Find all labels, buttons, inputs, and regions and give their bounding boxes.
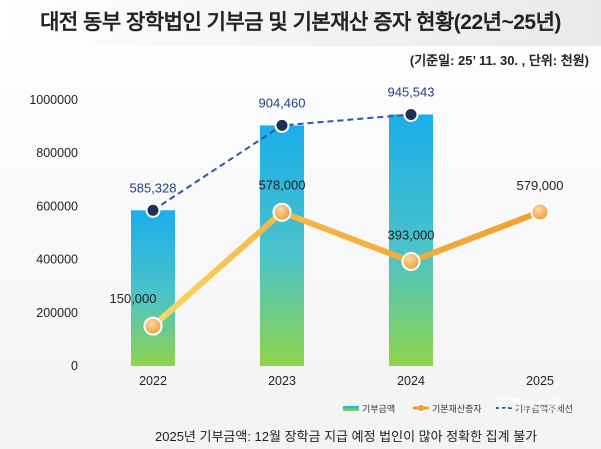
line-layer: [143, 106, 550, 336]
base-capital-point: [272, 202, 292, 222]
x-tick-label: 2023: [268, 374, 296, 388]
donation-bar: [389, 114, 433, 366]
donation-data-label: 904,460: [259, 95, 306, 110]
donation-data-label: 945,543: [388, 84, 435, 99]
watermark-text: 경기뉴스원: [496, 396, 560, 412]
legend: 기부금액 기본재산증자 기부금액추세선: [343, 403, 573, 414]
donation-trend-point: [274, 117, 290, 133]
base-capital-data-label: 150,000: [110, 291, 157, 306]
footnote: 2025년 기부금액: 12월 장학금 지급 예정 법인이 많아 정확한 집계 …: [155, 429, 538, 444]
donation-data-label: 585,328: [130, 180, 177, 195]
axis-layer: 0 200000 400000 600000 800000 1000000 2022 2023…: [29, 93, 554, 388]
y-tick-label: 800000: [36, 146, 78, 160]
donation-trend-point: [403, 106, 419, 122]
title-bar: [0, 0, 601, 46]
label-layer: 585,328 904,460 945,543 150,000 578,000 393,0…: [110, 84, 564, 306]
base-capital-data-label: 578,000: [259, 177, 306, 192]
y-tick-label: 600000: [36, 199, 78, 213]
legend-label-base-capital: 기본재산증자: [432, 404, 482, 414]
x-tick-label: 2025: [526, 374, 554, 388]
x-tick-label: 2022: [139, 374, 167, 388]
y-tick-label: 200000: [36, 306, 78, 320]
y-tick-label: 1000000: [29, 93, 78, 107]
base-capital-data-label: 393,000: [388, 227, 435, 242]
legend-swatch-bar: [343, 406, 359, 411]
base-capital-data-label: 579,000: [517, 178, 564, 193]
donation-trend-point: [145, 202, 161, 218]
legend-label-trend: 기부금액추세선: [515, 403, 573, 414]
base-capital-line: [150, 208, 543, 330]
base-capital-point: [530, 202, 550, 222]
legend-swatch-marker: [418, 405, 424, 411]
legend-label-donation: 기부금액: [362, 403, 395, 414]
donation-bar: [131, 210, 175, 366]
bar-layer: [131, 114, 433, 367]
base-capital-point: [143, 316, 163, 336]
donation-bar: [260, 125, 304, 367]
x-tick-label: 2024: [397, 374, 425, 388]
y-tick-label: 0: [71, 359, 78, 373]
y-tick-label: 400000: [36, 253, 78, 267]
base-capital-point: [401, 251, 421, 271]
chart-title: 대전 동부 장학법인 기부금 및 기본재산 증자 현황(22년~25년): [40, 11, 561, 34]
chart-subtitle: (기준일: 25’ 11. 30. , 단위: 천원): [409, 53, 589, 68]
